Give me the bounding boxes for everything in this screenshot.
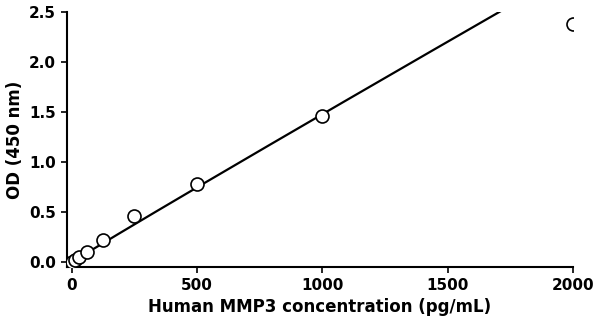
Y-axis label: OD (450 nm): OD (450 nm) <box>5 80 23 199</box>
Point <box>317 113 327 118</box>
Point <box>568 21 578 26</box>
Point <box>67 260 76 265</box>
Point <box>98 238 107 243</box>
Point <box>82 250 92 255</box>
X-axis label: Human MMP3 concentration (pg/mL): Human MMP3 concentration (pg/mL) <box>148 298 491 317</box>
Point <box>192 182 202 187</box>
Point <box>130 214 139 219</box>
Point <box>74 255 84 260</box>
Point <box>71 258 80 263</box>
